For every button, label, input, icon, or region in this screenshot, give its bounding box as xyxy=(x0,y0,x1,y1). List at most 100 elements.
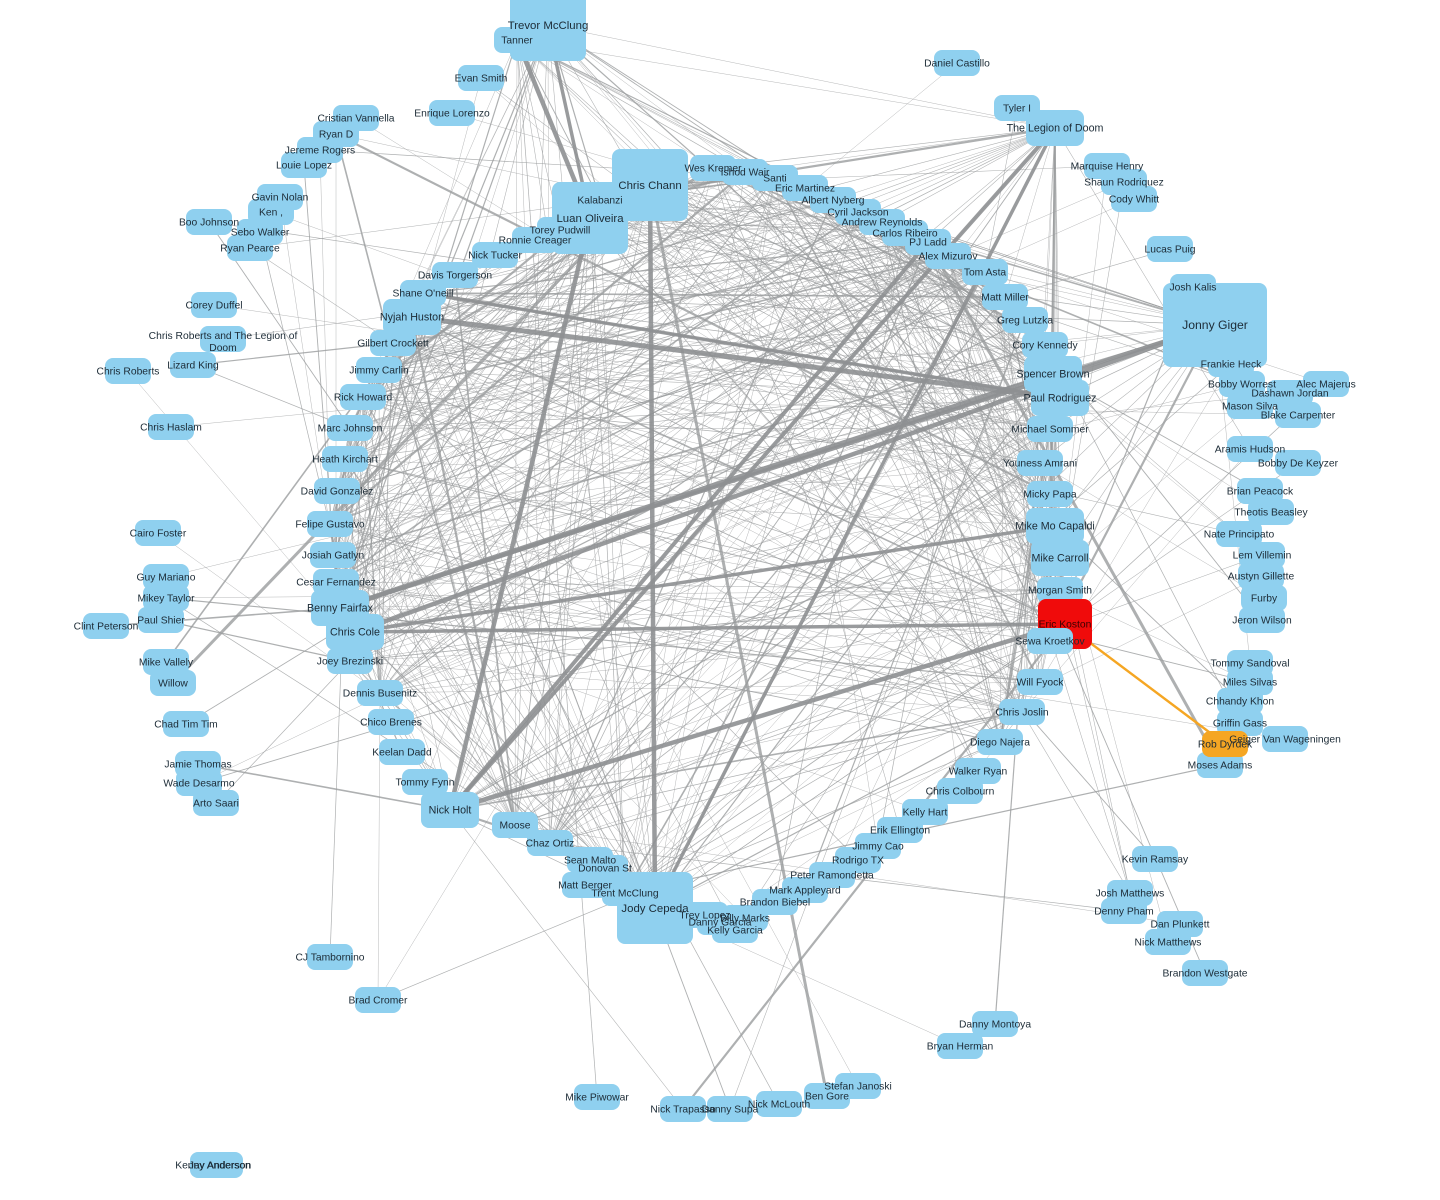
svg-text:Rob Dyrdek: Rob Dyrdek xyxy=(1198,740,1253,751)
svg-text:Tyler I: Tyler I xyxy=(1003,104,1031,115)
svg-text:Heath Kirchart: Heath Kirchart xyxy=(312,455,378,466)
svg-text:Corey Duffel: Corey Duffel xyxy=(185,301,242,312)
svg-text:Lizard King: Lizard King xyxy=(167,361,219,372)
svg-text:Louie Lopez: Louie Lopez xyxy=(276,161,332,172)
svg-text:Lucas Puig: Lucas Puig xyxy=(1145,245,1196,256)
svg-text:Morgan Smith: Morgan Smith xyxy=(1028,586,1092,597)
svg-text:Mikey Taylor: Mikey Taylor xyxy=(137,594,195,605)
svg-text:Ben Gore: Ben Gore xyxy=(805,1092,849,1103)
svg-text:Ryan D: Ryan D xyxy=(319,130,353,141)
svg-text:Kelly Hart: Kelly Hart xyxy=(903,808,948,819)
svg-text:Brandon Westgate: Brandon Westgate xyxy=(1162,969,1247,980)
svg-text:Jereme Rogers: Jereme Rogers xyxy=(285,146,355,157)
svg-text:Chris Roberts: Chris Roberts xyxy=(97,367,160,378)
svg-text:Alex Mizurov: Alex Mizurov xyxy=(919,252,979,263)
svg-text:Chris Cole: Chris Cole xyxy=(330,627,380,639)
svg-text:Chad Tim Tim: Chad Tim Tim xyxy=(154,720,218,731)
svg-text:Matt Miller: Matt Miller xyxy=(981,293,1029,304)
svg-text:Sewa Kroetkov: Sewa Kroetkov xyxy=(1015,637,1085,648)
svg-text:Chris Colbourn: Chris Colbourn xyxy=(926,787,995,798)
svg-text:Rick Howard: Rick Howard xyxy=(334,393,393,404)
svg-text:Cesar Fernandez: Cesar Fernandez xyxy=(296,578,376,589)
svg-text:Jeron Wilson: Jeron Wilson xyxy=(1232,616,1292,627)
svg-text:Chris Chann: Chris Chann xyxy=(618,180,681,192)
svg-text:Mike Mo Capaldi: Mike Mo Capaldi xyxy=(1015,521,1095,533)
svg-text:Gavin Nolan: Gavin Nolan xyxy=(252,193,309,204)
svg-text:Ken ,: Ken , xyxy=(259,208,283,219)
svg-text:Brandon Biebel: Brandon Biebel xyxy=(740,898,810,909)
svg-text:Cory Kennedy: Cory Kennedy xyxy=(1012,341,1078,352)
svg-text:Albert Nyberg: Albert Nyberg xyxy=(802,196,865,207)
svg-text:Shane O'neill: Shane O'neill xyxy=(393,289,454,300)
svg-text:Brian Peacock: Brian Peacock xyxy=(1227,487,1294,498)
svg-text:Felipe Gustavo: Felipe Gustavo xyxy=(295,520,365,531)
svg-text:Diego Najera: Diego Najera xyxy=(970,738,1030,749)
svg-text:Cody Whitt: Cody Whitt xyxy=(1109,195,1159,206)
svg-text:Willow: Willow xyxy=(158,679,188,690)
svg-text:Shaun Rodriquez: Shaun Rodriquez xyxy=(1084,178,1164,189)
svg-text:Frankie Heck: Frankie Heck xyxy=(1201,360,1263,371)
svg-text:Jimmy Carlin: Jimmy Carlin xyxy=(349,366,409,377)
svg-text:CJ Tambornino: CJ Tambornino xyxy=(295,953,364,964)
svg-text:Spencer Brown: Spencer Brown xyxy=(1016,369,1089,381)
svg-text:Trevor McClung: Trevor McClung xyxy=(508,20,589,32)
svg-text:Nate Principato: Nate Principato xyxy=(1204,530,1275,541)
svg-text:Mike Carroll: Mike Carroll xyxy=(1031,553,1088,565)
svg-text:Chris Joslin: Chris Joslin xyxy=(995,708,1048,719)
svg-text:Jody Cepeda: Jody Cepeda xyxy=(621,903,689,915)
svg-text:Blake Carpenter: Blake Carpenter xyxy=(1261,411,1336,422)
svg-text:Josh Matthews: Josh Matthews xyxy=(1096,889,1165,900)
svg-text:Boo Johnson: Boo Johnson xyxy=(179,218,239,229)
svg-text:Tommy Fynn: Tommy Fynn xyxy=(396,778,455,789)
svg-text:Marquise Henry: Marquise Henry xyxy=(1071,162,1145,173)
svg-text:Chaz Ortiz: Chaz Ortiz xyxy=(526,839,575,850)
svg-text:Nick Tucker: Nick Tucker xyxy=(468,251,522,262)
svg-text:Keelan Dadd: Keelan Dadd xyxy=(372,748,432,759)
svg-text:Gilbert Crockett: Gilbert Crockett xyxy=(357,339,429,350)
svg-text:Tommy Sandoval: Tommy Sandoval xyxy=(1211,659,1290,670)
svg-text:Nick Holt: Nick Holt xyxy=(429,805,472,817)
svg-text:Michael Sommer: Michael Sommer xyxy=(1011,425,1089,436)
svg-text:Sebo Walker: Sebo Walker xyxy=(231,228,290,239)
svg-text:Dan Plunkett: Dan Plunkett xyxy=(1151,920,1210,931)
svg-text:Luan Oliveira: Luan Oliveira xyxy=(556,213,624,225)
svg-text:Evan Smith: Evan Smith xyxy=(455,74,508,85)
svg-text:Jonny Giger: Jonny Giger xyxy=(1182,318,1248,332)
svg-text:PJ Ladd: PJ Ladd xyxy=(909,238,947,249)
svg-text:Cairo Foster: Cairo Foster xyxy=(130,529,187,540)
svg-text:Aramis Hudson: Aramis Hudson xyxy=(1215,445,1286,456)
svg-text:Daniel Castillo: Daniel Castillo xyxy=(924,59,990,70)
svg-text:Jimmy Cao: Jimmy Cao xyxy=(852,842,904,853)
svg-text:Josh Kalis: Josh Kalis xyxy=(1170,283,1217,294)
svg-text:Joey Brezinski: Joey Brezinski xyxy=(317,657,383,668)
svg-text:Wade Desarmo: Wade Desarmo xyxy=(163,779,234,790)
svg-text:Furby: Furby xyxy=(1251,594,1278,605)
svg-text:Cristian Vannella: Cristian Vannella xyxy=(317,114,394,125)
svg-text:Paul Rodriguez: Paul Rodriguez xyxy=(1023,393,1096,405)
svg-text:Mike Vallely: Mike Vallely xyxy=(139,658,194,669)
svg-text:Bryan Herman: Bryan Herman xyxy=(927,1042,994,1053)
svg-text:Nyjah Huston: Nyjah Huston xyxy=(380,312,444,324)
svg-text:Nick Matthews: Nick Matthews xyxy=(1135,938,1202,949)
svg-text:Davis Torgerson: Davis Torgerson xyxy=(418,271,492,282)
svg-text:Greg Lutzka: Greg Lutzka xyxy=(997,316,1053,327)
svg-text:Dennis Busenitz: Dennis Busenitz xyxy=(343,689,417,700)
svg-text:Bobby De Keyzer: Bobby De Keyzer xyxy=(1258,459,1339,470)
svg-text:The Legion of Doom: The Legion of Doom xyxy=(1007,123,1104,135)
svg-text:Griffin Gass: Griffin Gass xyxy=(1213,719,1267,730)
svg-text:David Gonzalez: David Gonzalez xyxy=(301,487,374,498)
svg-text:Kalabanzi: Kalabanzi xyxy=(577,196,622,207)
svg-text:Enrique Lorenzo: Enrique Lorenzo xyxy=(414,109,490,120)
svg-text:Clint Peterson: Clint Peterson xyxy=(74,622,139,633)
svg-text:Mike Piwowar: Mike Piwowar xyxy=(565,1093,629,1104)
svg-text:Brad Cromer: Brad Cromer xyxy=(349,996,409,1007)
svg-text:Erik Ellington: Erik Ellington xyxy=(870,826,930,837)
svg-text:Marc Johnson: Marc Johnson xyxy=(318,424,383,435)
svg-text:Denny Pham: Denny Pham xyxy=(1094,907,1154,918)
svg-text:Sean Malto: Sean Malto xyxy=(564,856,616,867)
svg-text:Walker Ryan: Walker Ryan xyxy=(949,767,1008,778)
svg-text:Paul Shier: Paul Shier xyxy=(137,616,185,627)
svg-text:Rodrigo TX: Rodrigo TX xyxy=(832,856,884,867)
svg-text:Micky Papa: Micky Papa xyxy=(1023,490,1076,501)
svg-text:Ronnie Creager: Ronnie Creager xyxy=(499,236,572,247)
